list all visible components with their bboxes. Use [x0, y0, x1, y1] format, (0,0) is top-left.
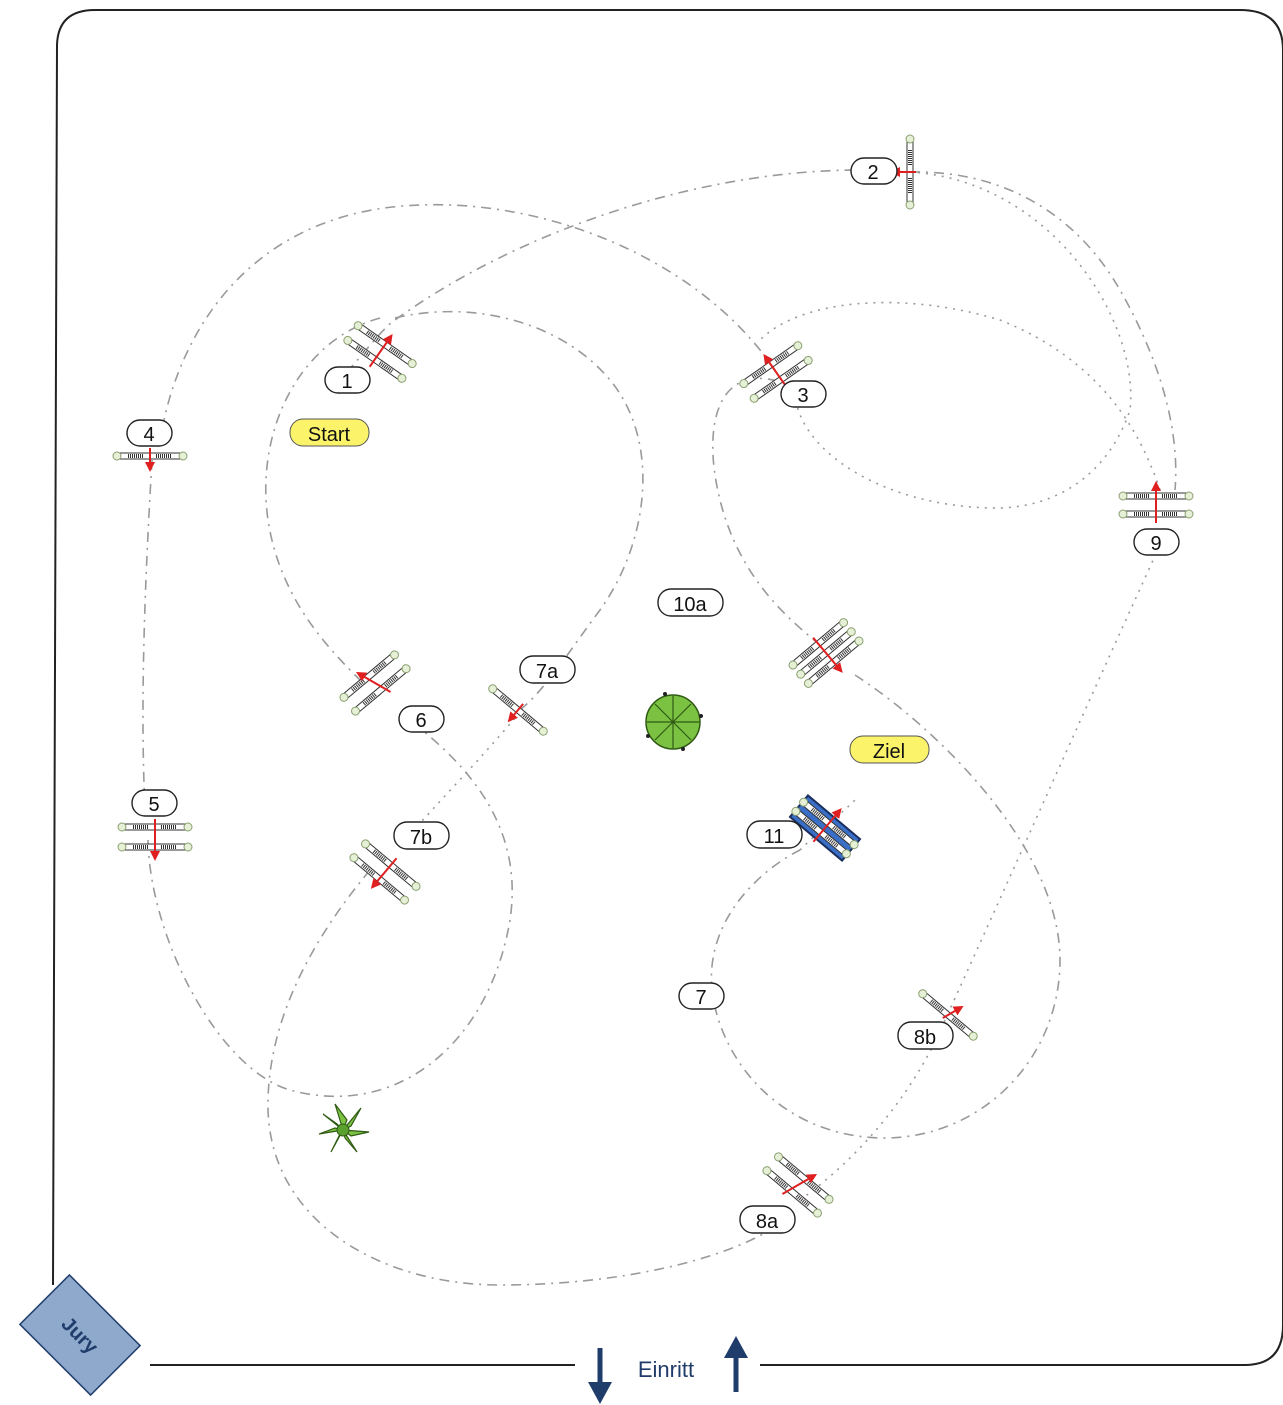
obstacle-8a-jump: [759, 1149, 837, 1221]
svg-text:Start: Start: [308, 424, 351, 446]
label-2: 2: [850, 157, 898, 185]
svg-text:9: 9: [1150, 533, 1161, 555]
obstacle-10-jump: [785, 614, 867, 692]
label-8b: 8b: [897, 1021, 954, 1050]
svg-text:4: 4: [143, 424, 154, 446]
svg-text:3: 3: [797, 385, 808, 407]
round-plant-icon: [645, 692, 703, 751]
shrub-plant-icon: [318, 1103, 370, 1153]
entrance-label: Einritt: [638, 1357, 694, 1382]
obstacle-4-jump: [111, 448, 189, 472]
label-11: 11: [746, 820, 803, 849]
jury-box: Jury: [18, 1273, 142, 1397]
svg-text:7: 7: [695, 987, 706, 1009]
svg-text:7a: 7a: [536, 661, 559, 683]
label-3: 3: [780, 380, 827, 408]
finish-label: Ziel: [849, 735, 930, 764]
label-10a: 10a: [657, 588, 724, 617]
course-path: [142, 169, 1177, 1286]
svg-text:6: 6: [415, 710, 426, 732]
svg-text:8b: 8b: [914, 1027, 936, 1049]
label-7: 7: [678, 982, 725, 1010]
obstacle-7b-jump: [346, 836, 424, 908]
svg-text:1: 1: [341, 371, 352, 393]
obstacle-11-water-jump: [788, 794, 862, 862]
label-1: 1: [324, 366, 371, 394]
label-9: 9: [1133, 528, 1180, 556]
obstacle-8b-jump: [915, 986, 981, 1044]
svg-text:7b: 7b: [410, 827, 432, 849]
label-6: 6: [398, 705, 445, 733]
label-5: 5: [131, 789, 178, 817]
entrance-in-arrow-icon: [724, 1336, 748, 1392]
label-7a: 7a: [519, 655, 576, 684]
label-8a: 8a: [739, 1205, 796, 1234]
obstacle-6-jump: [336, 647, 414, 719]
obstacle-9-jump: [1117, 481, 1195, 523]
obstacle-1-jump: [340, 318, 420, 386]
start-label: Start: [289, 418, 370, 447]
obstacle-7a-jump: [485, 681, 551, 739]
svg-text:10a: 10a: [673, 594, 707, 616]
svg-text:8a: 8a: [756, 1211, 779, 1233]
svg-text:2: 2: [867, 162, 878, 184]
arena-border: [52, 9, 1283, 1366]
svg-text:5: 5: [148, 794, 159, 816]
svg-text:Ziel: Ziel: [873, 741, 905, 763]
svg-text:11: 11: [764, 826, 785, 848]
label-4: 4: [126, 419, 173, 447]
entrance-out-arrow-icon: [588, 1348, 612, 1404]
obstacle-3-jump: [736, 338, 816, 406]
obstacle-5-jump: [116, 819, 194, 861]
label-7b: 7b: [393, 821, 450, 850]
